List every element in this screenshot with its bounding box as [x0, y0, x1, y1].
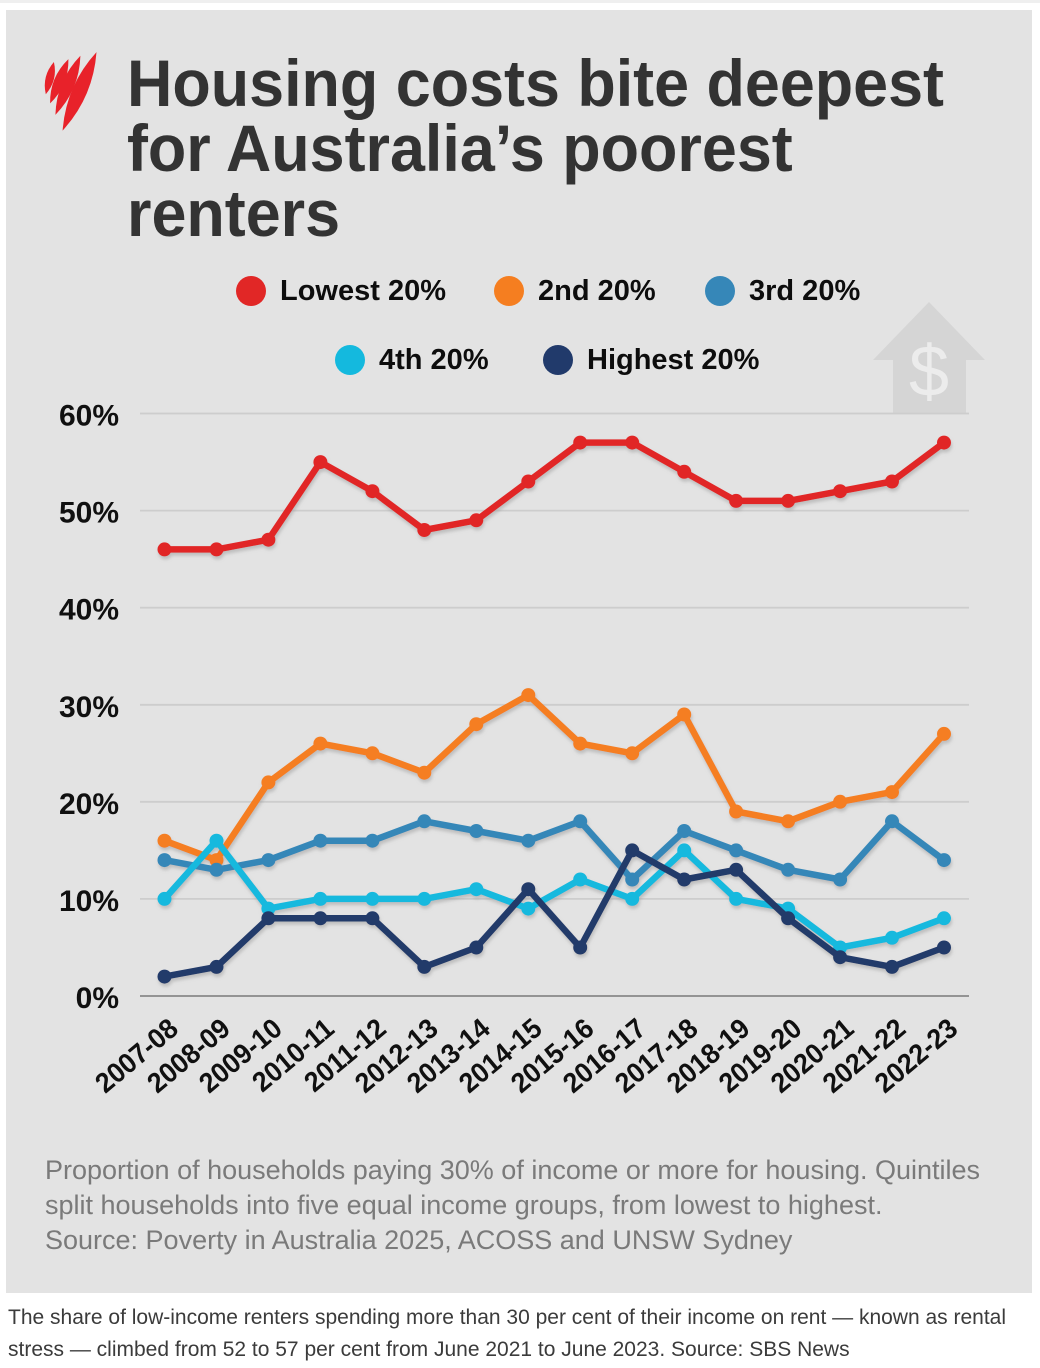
svg-text:20%: 20%	[59, 788, 119, 821]
svg-text:60%: 60%	[59, 400, 119, 433]
svg-text:$: $	[909, 332, 949, 412]
svg-text:40%: 40%	[59, 594, 119, 627]
svg-text:30%: 30%	[59, 691, 119, 724]
svg-text:10%: 10%	[59, 885, 119, 918]
svg-text:50%: 50%	[59, 497, 119, 530]
svg-text:0%: 0%	[76, 982, 119, 1015]
